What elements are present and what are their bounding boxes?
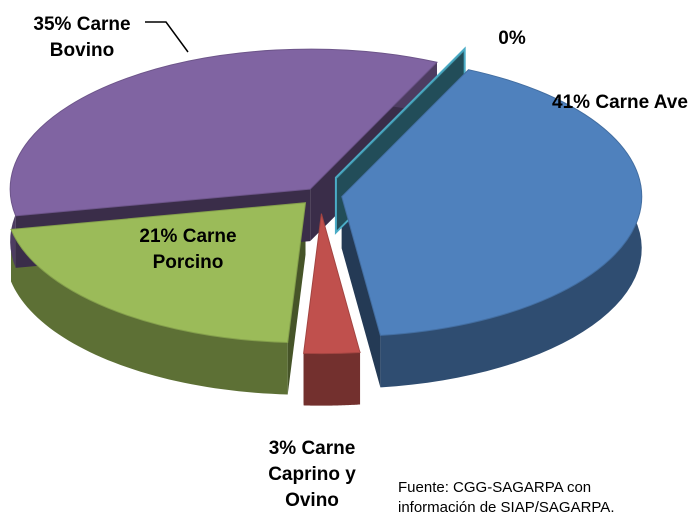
slice-top — [341, 69, 643, 336]
slice-outer-wall — [303, 352, 361, 406]
slice-top — [303, 213, 361, 355]
slice-edge-wall — [341, 196, 381, 388]
slice-outer-wall — [11, 229, 288, 395]
slice-label: 3% Carne Caprino y Ovino — [242, 436, 382, 514]
slice-top — [9, 48, 438, 217]
category-label: Carne Porcino — [152, 226, 237, 273]
category-label: Carne Caprino y Ovino — [268, 438, 356, 511]
source-note: Fuente: CGG-SAGARPA con información de S… — [398, 479, 615, 516]
category-label: Carne Bovino — [49, 14, 131, 61]
slice-top — [10, 202, 307, 343]
slice-tops — [9, 48, 643, 355]
category-label: Carne Ave — [595, 92, 688, 113]
slice-label: 21% Carne Porcino — [113, 224, 263, 276]
value-label: 21% — [139, 226, 178, 247]
value-label: 35% — [33, 14, 72, 35]
leader-line — [145, 21, 189, 53]
slice-label: 41% Carne Ave — [550, 90, 690, 116]
value-label: 41% — [552, 92, 591, 113]
slice-label: 35% Carne Bovino — [7, 12, 157, 64]
slice-top — [336, 50, 465, 179]
value-label: 0% — [498, 28, 526, 49]
value-label: 3% — [268, 438, 297, 459]
slice-label: 0% — [482, 26, 542, 52]
